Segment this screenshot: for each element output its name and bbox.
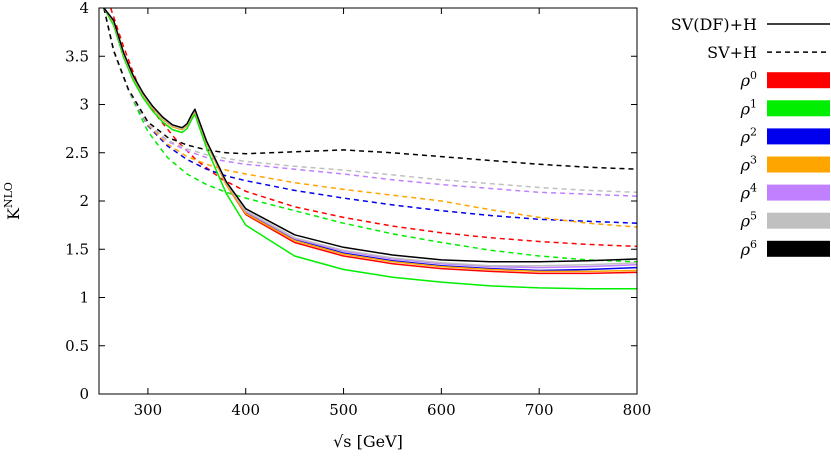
legend-swatch	[767, 100, 830, 117]
x-tick-label: 600	[427, 401, 456, 419]
tick-layer: 300 400 500 600 700 800 0 0.5 1 1.5 2 2.5 3 3.5 4	[65, 0, 651, 419]
legend-swatch	[767, 72, 830, 89]
legend-entry-1: SV+H	[707, 43, 830, 62]
y-tick-label: 1.5	[65, 240, 89, 258]
series-line-solid-5	[103, 8, 637, 267]
y-tick-label: 3.5	[65, 47, 89, 65]
series-line-solid-0	[103, 8, 637, 275]
legend-swatch	[767, 240, 830, 257]
y-axis-label: KNLO	[2, 182, 23, 220]
legend-swatch	[767, 128, 830, 145]
plot-frame	[98, 7, 638, 395]
legend-label: ρ2	[740, 125, 757, 146]
series-line-dashed-11	[103, 8, 637, 197]
x-tick-label: 300	[134, 401, 163, 419]
y-tick-label: 0.5	[65, 337, 89, 355]
legend-label: ρ4	[740, 182, 757, 203]
series-line-dashed-13	[103, 8, 637, 170]
legend-label: ρ3	[740, 154, 757, 175]
series-line-solid-6	[103, 8, 637, 263]
series-line-dashed-9	[103, 8, 637, 224]
legend: SV(DF)+H SV+H ρ0 ρ1 ρ2 ρ3 ρ4 ρ5 ρ6	[671, 15, 830, 259]
x-axis-label-unit: [GeV]	[357, 432, 403, 451]
legend-swatch	[767, 156, 830, 173]
x-tick-label: 500	[329, 401, 358, 419]
y-tick-label: 1	[79, 289, 89, 307]
legend-entry-7: ρ5	[740, 210, 830, 231]
legend-label: ρ6	[740, 238, 757, 259]
series-line-solid-3	[103, 8, 637, 273]
y-tick-label: 2.5	[65, 144, 89, 162]
x-tick-label: 800	[623, 401, 652, 419]
series-line-solid-1	[103, 8, 637, 290]
series-line-solid-2	[103, 8, 637, 272]
y-tick-label: 0	[79, 385, 89, 403]
legend-entry-5: ρ3	[740, 154, 830, 175]
y-axis-label-base: K	[4, 207, 23, 220]
legend-entry-6: ρ4	[740, 182, 830, 203]
legend-entry-2: ρ0	[740, 69, 830, 90]
legend-label: SV+H	[707, 43, 757, 62]
series-line-dashed-8	[103, 8, 637, 263]
legend-swatch	[767, 184, 830, 201]
legend-label: ρ1	[740, 97, 757, 118]
y-tick-label: 2	[79, 192, 89, 210]
legend-swatch	[767, 212, 830, 229]
x-tick-label: 700	[525, 401, 554, 419]
series-line-dashed-7	[109, 8, 637, 248]
legend-label: SV(DF)+H	[671, 15, 757, 34]
legend-entry-4: ρ2	[740, 125, 830, 146]
series-layer	[103, 8, 637, 290]
legend-entry-8: ρ6	[740, 238, 830, 259]
y-tick-label: 4	[79, 0, 89, 17]
y-tick-label: 3	[79, 96, 89, 114]
series-line-dashed-10	[103, 8, 637, 228]
x-axis-label-root: √s	[333, 432, 351, 451]
y-axis-label-sup: NLO	[2, 182, 15, 208]
x-tick-label: 400	[231, 401, 260, 419]
legend-entry-0: SV(DF)+H	[671, 15, 830, 34]
legend-label: ρ5	[740, 210, 757, 231]
legend-entry-3: ρ1	[740, 97, 830, 118]
x-axis-label: √s [GeV]	[333, 432, 403, 451]
series-line-dashed-12	[103, 8, 637, 194]
legend-label: ρ0	[740, 69, 757, 90]
